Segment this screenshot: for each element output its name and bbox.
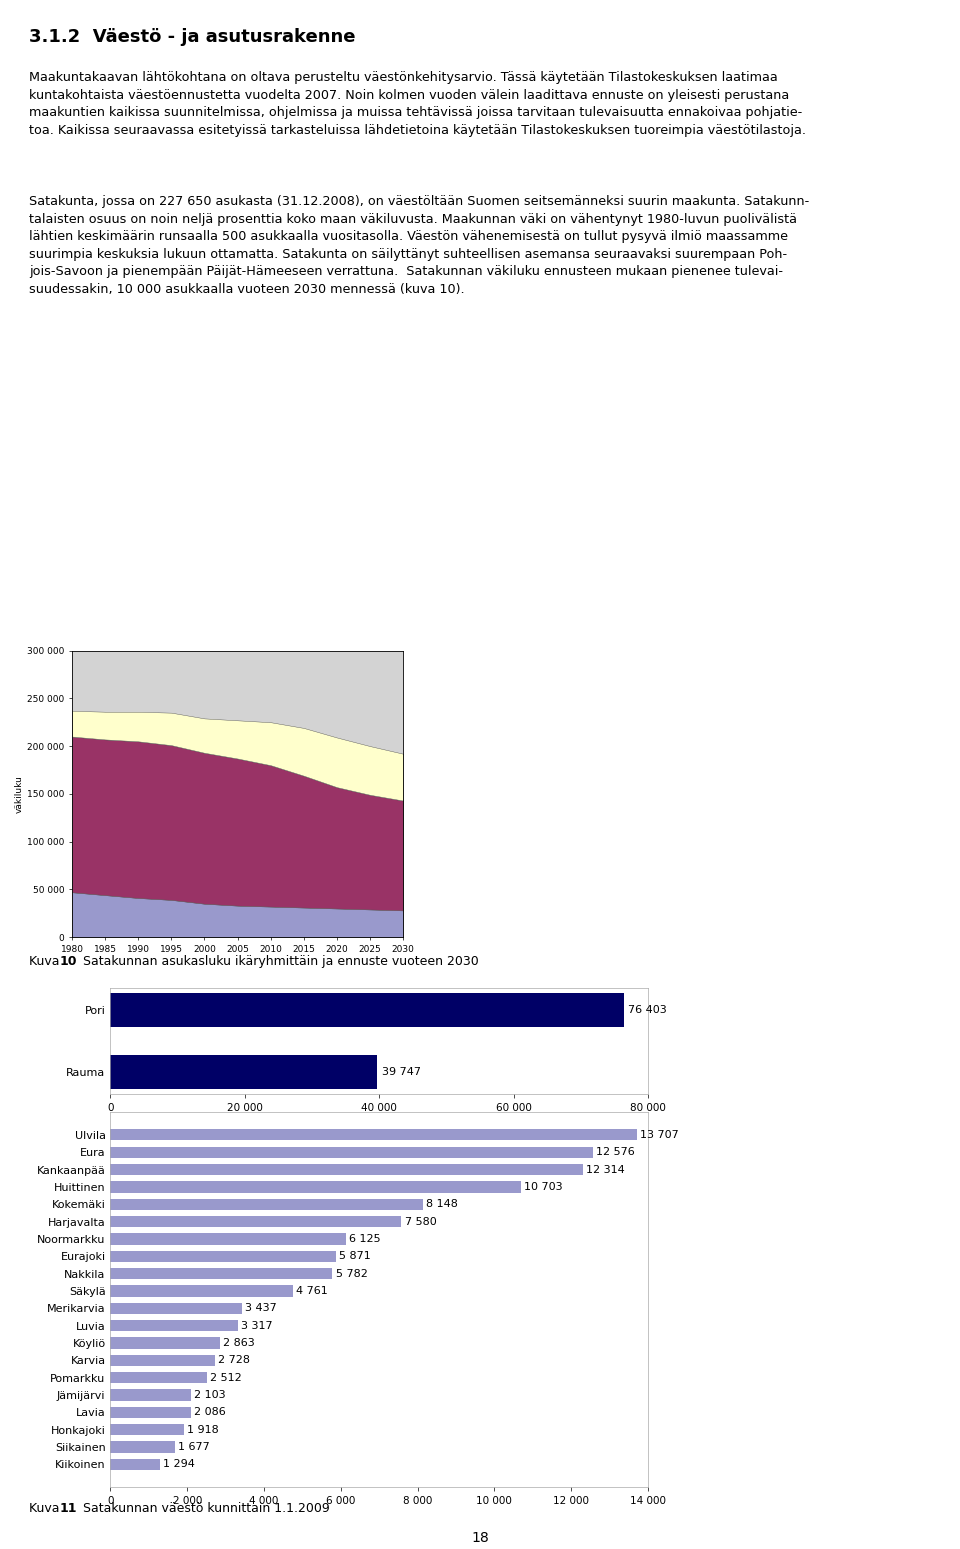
Text: Kuva: Kuva xyxy=(29,1503,63,1515)
Text: 12 576: 12 576 xyxy=(596,1148,636,1157)
Text: 13 707: 13 707 xyxy=(639,1129,679,1140)
Bar xyxy=(110,1199,423,1210)
Bar xyxy=(110,1337,221,1349)
Bar xyxy=(110,1389,191,1400)
Text: 1 918: 1 918 xyxy=(187,1425,219,1434)
Text: 18: 18 xyxy=(471,1530,489,1546)
Text: Satakunnan asukasluku ikäryhmittäin ja ennuste vuoteen 2030: Satakunnan asukasluku ikäryhmittäin ja e… xyxy=(80,956,479,968)
Text: 4 761: 4 761 xyxy=(297,1286,328,1297)
Text: 8 148: 8 148 xyxy=(426,1199,458,1210)
Bar xyxy=(110,1459,160,1470)
Text: 2 103: 2 103 xyxy=(194,1389,226,1400)
Bar xyxy=(110,1269,332,1279)
Text: 5 871: 5 871 xyxy=(339,1252,371,1261)
Text: 2 728: 2 728 xyxy=(218,1355,251,1365)
Text: 3 317: 3 317 xyxy=(241,1321,273,1331)
Text: Maakuntakaavan lähtökohtana on oltava perusteltu väestönkehitysarvio. Tässä käyt: Maakuntakaavan lähtökohtana on oltava pe… xyxy=(29,71,805,136)
Text: 2 086: 2 086 xyxy=(194,1408,226,1417)
Text: 39 747: 39 747 xyxy=(381,1067,420,1077)
Bar xyxy=(110,1406,190,1417)
Legend: -14, 15 - 64, 65 -: -14, 15 - 64, 65 - xyxy=(152,1036,271,1053)
Bar xyxy=(110,1424,184,1436)
Y-axis label: väkiluku: väkiluku xyxy=(15,774,24,813)
Text: 7 580: 7 580 xyxy=(404,1216,436,1227)
Text: 11: 11 xyxy=(60,1503,77,1515)
Bar xyxy=(110,1216,401,1227)
Bar xyxy=(110,1303,242,1314)
Text: 12 314: 12 314 xyxy=(587,1165,625,1174)
Bar xyxy=(110,1286,293,1297)
Text: Satakunnan väestö kunnittain 1.1.2009: Satakunnan väestö kunnittain 1.1.2009 xyxy=(80,1503,330,1515)
Text: 1 677: 1 677 xyxy=(178,1442,209,1451)
Text: 2 863: 2 863 xyxy=(224,1338,255,1348)
Text: 2 512: 2 512 xyxy=(210,1372,242,1383)
Text: 3 437: 3 437 xyxy=(246,1303,277,1314)
Bar xyxy=(110,993,624,1027)
Bar xyxy=(110,1146,593,1157)
Text: 3.1.2  Väestö - ja asutusrakenne: 3.1.2 Väestö - ja asutusrakenne xyxy=(29,28,355,46)
Text: Satakunta, jossa on 227 650 asukasta (31.12.2008), on väestöltään Suomen seitsem: Satakunta, jossa on 227 650 asukasta (31… xyxy=(29,195,809,296)
Text: 1 294: 1 294 xyxy=(163,1459,195,1470)
Bar xyxy=(110,1250,336,1262)
Bar xyxy=(110,1372,206,1383)
Bar xyxy=(110,1163,584,1176)
Bar xyxy=(110,1055,377,1089)
Bar xyxy=(110,1320,238,1331)
Text: 76 403: 76 403 xyxy=(628,1005,666,1015)
Bar xyxy=(110,1182,521,1193)
Text: Kuva: Kuva xyxy=(29,956,63,968)
Text: 10: 10 xyxy=(60,956,77,968)
Text: 6 125: 6 125 xyxy=(348,1235,380,1244)
Bar xyxy=(110,1129,636,1140)
Bar xyxy=(110,1442,175,1453)
Bar xyxy=(110,1233,346,1244)
Text: 10 703: 10 703 xyxy=(524,1182,564,1191)
Bar xyxy=(110,1355,215,1366)
Text: 5 782: 5 782 xyxy=(335,1269,368,1278)
